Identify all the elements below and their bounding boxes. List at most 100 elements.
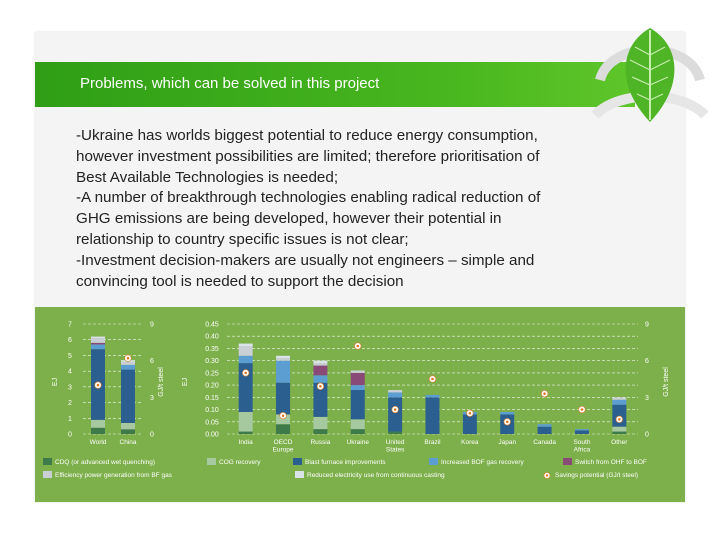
problems-text: -Ukraine has worlds biggest potential to… bbox=[76, 126, 636, 292]
left-axis-tick: 0.10 bbox=[205, 407, 219, 414]
legend-label: Blast furnace improvements bbox=[305, 459, 386, 466]
right-axis-tick: 9 bbox=[150, 322, 154, 329]
bar-segment bbox=[238, 412, 253, 432]
bar-segment bbox=[462, 414, 477, 434]
category-label: China bbox=[120, 439, 137, 446]
right-axis-tick: 3 bbox=[645, 395, 649, 402]
bar-segment bbox=[425, 397, 440, 434]
savings-marker-dot bbox=[543, 392, 546, 395]
bar-segment bbox=[313, 360, 328, 364]
bar-segment bbox=[313, 363, 328, 366]
bar-segment bbox=[313, 365, 328, 376]
bar-segment bbox=[91, 336, 105, 339]
bar-segment bbox=[238, 343, 253, 346]
bar-segment bbox=[612, 397, 627, 400]
left-axis-title: EJ bbox=[182, 378, 189, 386]
leaf-in-hands-icon bbox=[591, 28, 709, 122]
bar-segment bbox=[612, 426, 627, 432]
body-line: GHG emissions are being developed, howev… bbox=[76, 210, 502, 228]
category-label: World bbox=[90, 439, 107, 446]
left-axis-tick: 3 bbox=[68, 384, 72, 391]
legend-swatch bbox=[293, 458, 302, 465]
bar-segment bbox=[388, 397, 403, 432]
bar-segment bbox=[388, 431, 403, 434]
left-axis-tick: 0.15 bbox=[205, 395, 219, 402]
bar-segment bbox=[91, 342, 105, 345]
left-axis-tick: 2 bbox=[68, 400, 72, 407]
legend-label: Switch from OHF to BOF bbox=[575, 459, 647, 466]
bar-segment bbox=[121, 361, 135, 365]
category-label: Korea bbox=[461, 439, 479, 446]
left-axis-title: EJ bbox=[52, 378, 59, 386]
bar-segment bbox=[537, 426, 552, 434]
bar-segment bbox=[313, 429, 328, 434]
savings-marker-dot bbox=[468, 411, 472, 415]
savings-marker-dot bbox=[281, 414, 285, 417]
savings-marker-dot bbox=[96, 383, 100, 387]
left-axis-tick: 0.00 bbox=[205, 432, 219, 439]
bar-segment bbox=[350, 390, 365, 420]
legend-label: Increased BOF gas recovery bbox=[441, 459, 524, 466]
bar-segment bbox=[91, 344, 105, 350]
right-axis-tick: 6 bbox=[150, 358, 154, 365]
body-line: however investment possibilities are lim… bbox=[76, 147, 540, 165]
category-label: Canada bbox=[533, 439, 556, 446]
right-axis-tick: 9 bbox=[645, 322, 649, 329]
savings-marker-dot bbox=[618, 418, 621, 421]
bar-segment bbox=[537, 424, 552, 427]
savings-marker-dot bbox=[356, 344, 360, 348]
bar-segment bbox=[238, 346, 253, 356]
bar-segment bbox=[425, 394, 440, 398]
left-axis-tick: 0.35 bbox=[205, 346, 219, 353]
category-label: Ukraine bbox=[347, 439, 370, 446]
bar-segment bbox=[91, 419, 105, 428]
bar-segment bbox=[121, 429, 135, 434]
bar-segment bbox=[91, 338, 105, 343]
legend-label: Savings potential (GJ/t steel) bbox=[555, 472, 638, 479]
category-label: South Africa bbox=[573, 439, 590, 454]
legend-label: Reduced electricity use from continuous … bbox=[307, 472, 445, 479]
left-axis-tick: 0.45 bbox=[205, 322, 219, 329]
legend-label: Efficiency power generation from BF gas bbox=[55, 472, 173, 479]
legend-swatch bbox=[207, 458, 216, 465]
bar-segment bbox=[350, 385, 365, 390]
bar-segment bbox=[388, 390, 403, 393]
bar-segment bbox=[276, 424, 291, 434]
legend-swatch bbox=[563, 458, 572, 465]
bar-segment bbox=[612, 399, 627, 405]
left-axis-tick: 0.40 bbox=[205, 334, 219, 341]
right-axis-tick: 0 bbox=[150, 432, 154, 439]
left-axis-tick: 6 bbox=[68, 337, 72, 344]
bar-segment bbox=[276, 414, 291, 425]
savings-marker-dot bbox=[319, 385, 322, 388]
left-axis-tick: 4 bbox=[68, 369, 72, 376]
bar-segment bbox=[238, 363, 253, 412]
right-axis-title: GJ/t steel bbox=[158, 367, 165, 397]
left-axis-tick: 0.30 bbox=[205, 358, 219, 365]
right-axis-tick: 6 bbox=[645, 358, 649, 365]
savings-marker-dot bbox=[244, 371, 247, 375]
left-axis-tick: 0 bbox=[68, 432, 72, 439]
bar-segment bbox=[91, 427, 105, 434]
category-label: United States bbox=[386, 439, 405, 454]
bar-segment bbox=[350, 429, 365, 434]
bar-segment bbox=[350, 370, 365, 373]
bar-segment bbox=[500, 412, 515, 415]
bar-segment bbox=[350, 372, 365, 386]
bar-segment bbox=[276, 355, 291, 359]
left-axis-tick: 0.05 bbox=[205, 419, 219, 426]
bar-segment bbox=[238, 355, 253, 364]
body-line: -Ukraine has worlds biggest potential to… bbox=[76, 127, 538, 144]
bar-segment bbox=[350, 419, 365, 430]
category-label: Russia bbox=[310, 439, 330, 446]
bar-segment bbox=[612, 431, 627, 434]
savings-marker-dot bbox=[126, 356, 130, 360]
savings-marker-dot bbox=[393, 408, 397, 411]
bar-segment bbox=[612, 404, 627, 427]
body-line: -A number of breakthrough technologies e… bbox=[76, 189, 541, 207]
legend-swatch bbox=[429, 458, 438, 465]
bar-segment bbox=[388, 392, 403, 398]
bar-segment bbox=[313, 416, 328, 430]
left-axis-tick: 7 bbox=[68, 322, 72, 329]
bar-segment bbox=[121, 364, 135, 370]
